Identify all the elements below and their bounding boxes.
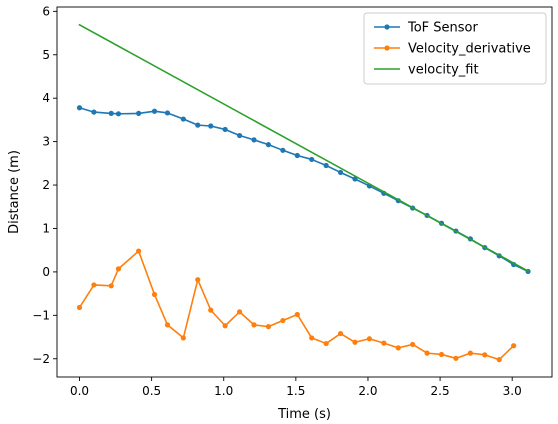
y-tick-label: −2 — [32, 352, 50, 366]
data-point — [164, 322, 171, 328]
data-point — [453, 355, 459, 361]
data-point — [294, 152, 300, 159]
data-point — [180, 116, 186, 122]
data-point — [115, 111, 122, 117]
data-point — [91, 109, 97, 115]
data-point — [208, 307, 214, 313]
data-point — [352, 339, 358, 345]
legend-label: ToF Sensor — [407, 21, 479, 36]
data-point — [136, 110, 142, 116]
legend-label: velocity_fit — [408, 63, 479, 78]
data-point — [395, 345, 401, 351]
data-point — [424, 350, 430, 356]
legend-label: Velocity_derivative — [408, 42, 531, 57]
y-axis-label: Distance (m) — [7, 150, 22, 234]
data-point — [280, 317, 286, 324]
data-point — [337, 169, 344, 176]
data-point — [381, 340, 387, 346]
x-tick-label: 1.5 — [286, 384, 305, 398]
plot-area — [76, 23, 531, 363]
data-point — [280, 147, 286, 153]
data-point — [511, 343, 517, 349]
data-point — [91, 282, 97, 288]
data-point — [136, 248, 142, 254]
data-point — [309, 335, 315, 341]
data-point — [265, 142, 272, 148]
x-tick-label: 0.5 — [142, 384, 161, 398]
data-point — [151, 291, 158, 298]
x-tick-label: 2.0 — [358, 384, 377, 398]
data-point — [195, 277, 201, 283]
axes-frame — [56, 6, 553, 378]
y-tick-label: 1 — [42, 221, 50, 235]
data-point — [265, 324, 272, 330]
data-point — [151, 108, 158, 114]
data-point — [438, 351, 445, 358]
data-point — [467, 350, 473, 356]
y-tick-label: −1 — [32, 308, 50, 322]
data-point — [309, 156, 315, 163]
y-tick-label: 3 — [42, 135, 50, 149]
data-point — [496, 357, 502, 363]
data-point — [180, 335, 186, 341]
data-point — [323, 162, 329, 169]
data-point — [352, 176, 358, 182]
data-point — [251, 137, 257, 143]
x-tick-label: 3.0 — [503, 384, 522, 398]
x-axis-label: Time (s) — [277, 407, 331, 422]
data-point — [108, 283, 114, 289]
data-point — [237, 309, 243, 315]
y-tick-label: 5 — [42, 48, 50, 62]
series-line-2 — [78, 23, 530, 273]
y-tick-label: 2 — [42, 178, 50, 192]
data-point — [323, 340, 329, 347]
data-point — [195, 122, 201, 128]
legend-entry: velocity_fit — [374, 63, 479, 78]
data-point — [164, 110, 171, 116]
data-point — [366, 336, 372, 342]
data-point — [410, 341, 416, 348]
data-point — [337, 330, 344, 337]
y-tick-label: 6 — [42, 4, 50, 18]
x-tick-label: 0.0 — [70, 384, 89, 398]
y-tick-label: 0 — [42, 265, 50, 279]
y-tick-label: 4 — [42, 91, 50, 105]
legend-entry: Velocity_derivative — [374, 42, 531, 57]
legend-marker — [384, 24, 390, 30]
data-point — [76, 304, 83, 311]
data-point — [482, 352, 488, 358]
x-tick-label: 2.5 — [431, 384, 450, 398]
x-tick-label: 1.0 — [214, 384, 233, 398]
data-point — [222, 126, 228, 133]
data-point — [76, 105, 83, 111]
data-point — [294, 311, 300, 318]
legend-entry: ToF Sensor — [374, 21, 479, 36]
legend-box — [363, 12, 547, 85]
series-line-1 — [78, 250, 515, 361]
series-line-0 — [78, 106, 530, 273]
axes: 0.0 0.5 1.0 1.5 2.0 2.5 3.0 −2 −1 0 1 2 3 4 5 6 — [32, 4, 553, 398]
data-point — [108, 110, 114, 116]
data-point — [208, 123, 214, 129]
data-point — [222, 323, 228, 329]
data-point — [115, 266, 122, 272]
legend-marker — [384, 45, 390, 51]
legend: ToF Sensor Velocity_derivative velocity_fi… — [363, 12, 547, 85]
data-point — [251, 322, 257, 328]
data-point — [237, 132, 243, 139]
